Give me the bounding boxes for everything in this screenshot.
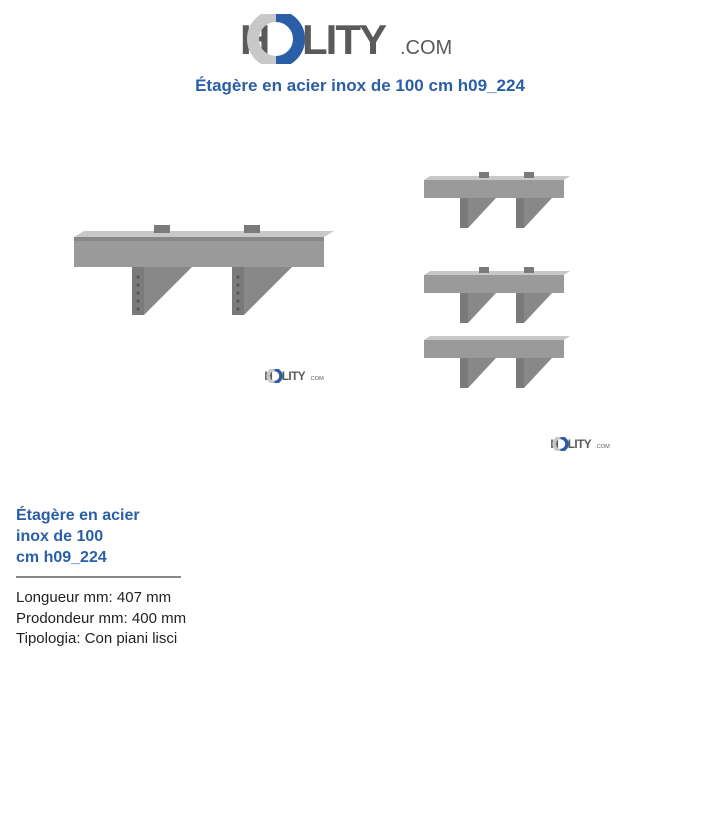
watermark-right: H LITY .COM — [544, 437, 624, 456]
spec-depth: Prodondeur mm: 400 mm — [16, 609, 706, 629]
product-title: Étagère en acier inox de 100 cm h09_224 — [14, 76, 706, 96]
product-info-block: Étagère en acier inox de 100 cm h09_224 … — [14, 506, 706, 649]
shelf-stack-svg — [394, 136, 604, 446]
svg-text:LITY: LITY — [568, 438, 592, 451]
info-title-line1: Étagère en acier — [16, 507, 140, 524]
svg-text:LITY: LITY — [282, 370, 306, 383]
watermark-left: H LITY .COM — [248, 369, 348, 388]
info-title: Étagère en acier inox de 100 cm h09_224 — [16, 506, 176, 568]
product-images-row: H LITY .COM — [14, 136, 706, 446]
svg-text:.COM: .COM — [400, 37, 452, 59]
holity-logo: H LITY .COM — [240, 14, 480, 64]
product-image-main: H LITY .COM — [54, 136, 354, 396]
header-logo-container: H LITY .COM — [14, 14, 706, 64]
shelf-single-svg — [54, 136, 354, 396]
svg-text:LITY: LITY — [302, 16, 387, 63]
svg-text:.COM: .COM — [309, 376, 324, 382]
info-title-line2: inox de 100 — [16, 528, 103, 545]
spec-length: Longueur mm: 407 mm — [16, 588, 706, 608]
info-title-line3: cm h09_224 — [16, 549, 107, 566]
spec-type: Tipologia: Con piani lisci — [16, 629, 706, 649]
product-image-alt: H LITY .COM — [394, 136, 604, 446]
info-divider — [16, 576, 181, 578]
holity-logo-svg: H LITY .COM — [240, 14, 480, 64]
svg-text:.COM: .COM — [595, 444, 610, 450]
